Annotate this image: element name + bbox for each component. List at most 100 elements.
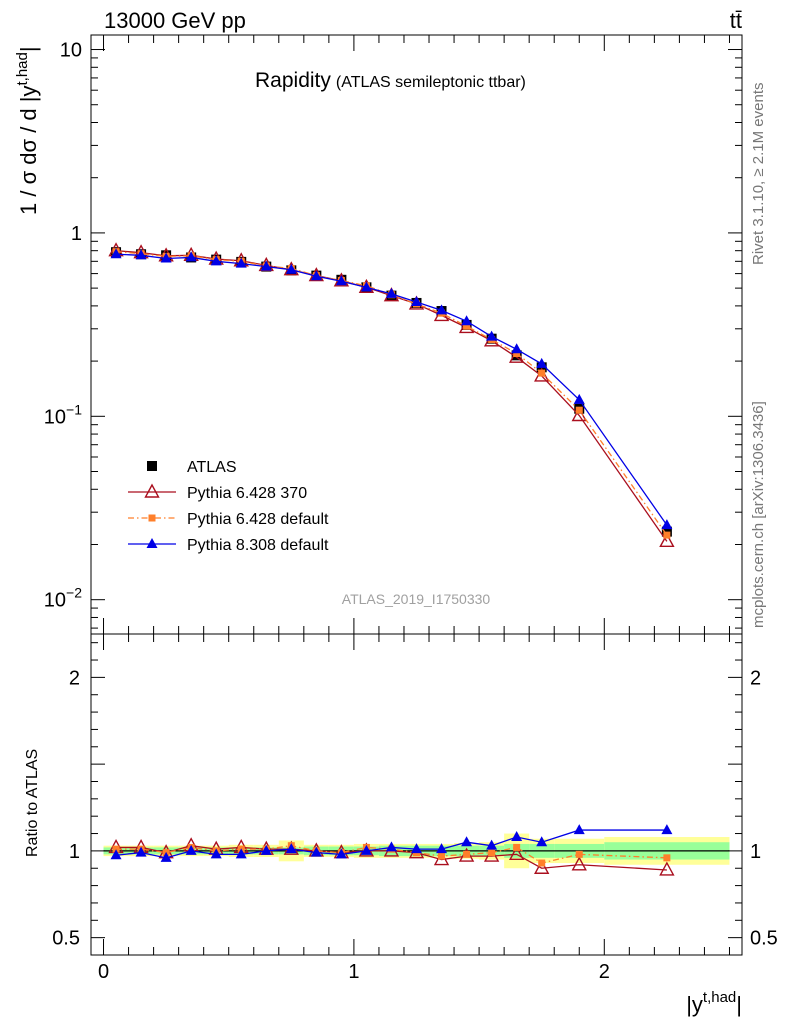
watermark: ATLAS_2019_I1750330 [342, 591, 491, 607]
legend-label: ATLAS [187, 459, 237, 476]
main-point-pythia-6-428-default [463, 322, 471, 330]
main-point-pythia-8-308-default [511, 343, 523, 354]
main-point-pythia-8-308-default [260, 260, 272, 271]
ratio-y-tick-label-right: 0.5 [750, 928, 778, 950]
ratio-point-pythia-8-308-default [536, 836, 548, 847]
main-point-pythia-6-428-default [538, 369, 546, 377]
main-title: Rapidity (ATLAS semileptonic ttbar) [255, 69, 526, 92]
ratio-point-pythia-6-428-370 [508, 845, 525, 861]
main-point-pythia-6-428-default [513, 350, 521, 358]
legend: ATLAS Pythia 6.428 370 Pythia 6.428 defaul… [128, 459, 329, 554]
main-point-pythia-6-428-default [663, 531, 671, 539]
header-process-label: tt̄ [730, 8, 742, 33]
main-y-tick-label-exp: −2 [66, 585, 82, 601]
ratio-point-pythia-6-428-default [112, 845, 120, 853]
main-point-pythia-8-308-default [486, 330, 498, 341]
ratio-point-pythia-8-308-default [411, 843, 422, 854]
ratio-point-pythia-6-428-default [663, 854, 671, 862]
legend-label: Pythia 6.428 default [187, 511, 329, 528]
main-point-pythia-6-428-370 [659, 532, 675, 548]
main-point-pythia-8-308-default [310, 270, 322, 281]
ylabel-main-end: | [16, 46, 41, 52]
main-y-tick-label: 10−2 [44, 585, 82, 612]
main-y-tick-label-base: 1 [71, 223, 82, 245]
main-y-tick-label: 10−1 [44, 401, 82, 428]
ratio-point-pythia-8-308-default [185, 844, 197, 855]
main-point-pythia-8-308-default [160, 252, 172, 263]
x-tick-label: 0 [98, 961, 109, 983]
main-y-tick-label-base: 10 [60, 40, 82, 62]
ratio-line-pythia-8-308-default [115, 829, 667, 859]
title-text: Rapidity [255, 69, 331, 92]
ratio-point-pythia-8-308-default [511, 831, 523, 842]
ratio-panel-frame [90, 633, 743, 956]
main-point-pythia-8-308-default [210, 255, 222, 266]
ratio-point-pythia-8-308-default [235, 848, 247, 859]
main-point-pythia-8-308-default [661, 519, 673, 530]
ratio-point-pythia-8-308-default [661, 824, 673, 835]
ratio-point-pythia-6-428-370 [534, 859, 550, 874]
legend-marker [146, 538, 158, 548]
ratio-point-pythia-6-428-370 [571, 856, 587, 871]
ratio-point-pythia-8-308-default [360, 844, 372, 855]
ratio-y-tick-label: 0.5 [52, 928, 80, 950]
main-point-pythia-8-308-default [235, 257, 247, 268]
legend-marker [148, 514, 156, 522]
main-point-pythia-8-308-default [573, 393, 585, 404]
main-point-pythia-8-308-default [411, 296, 422, 307]
x-axis-label: |yt,had| [686, 989, 742, 1017]
legend-marker [147, 461, 157, 471]
main-point-pythia-8-308-default [360, 281, 372, 292]
ratio-point-pythia-8-308-default [210, 848, 222, 859]
main-point-pythia-8-308-default [110, 248, 122, 259]
ratio-point-pythia-6-428-default [575, 850, 583, 858]
legend-label: Pythia 8.308 default [187, 537, 329, 554]
ratio-point-pythia-8-308-default [461, 836, 473, 847]
header-collision-label: 13000 GeV pp [104, 8, 246, 33]
ratio-point-pythia-6-428-default [463, 850, 471, 858]
xlabel-end: | [736, 992, 742, 1017]
main-y-tick-label-exp: −1 [66, 401, 82, 417]
ylabel-main-part: 1 / σ dσ / d |y [16, 86, 41, 215]
main-point-pythia-8-308-default [536, 357, 548, 368]
ratio-point-pythia-6-428-default [488, 849, 496, 857]
main-point-pythia-6-428-default [575, 406, 583, 414]
main-y-tick-label-base: 10 [44, 406, 66, 428]
ratio-y-axis-label: Ratio to ATLAS [24, 749, 41, 857]
main-y-axis-label: 1 / σ dσ / d |yt,had| [14, 46, 41, 215]
rivet-version-label: Rivet 3.1.10, ≥ 2.1M events [750, 83, 767, 266]
ratio-point-pythia-8-308-default [573, 824, 585, 835]
ratio-point-pythia-8-308-default [135, 846, 147, 857]
main-point-pythia-8-308-default [461, 315, 473, 326]
ratio-point-pythia-8-308-default [285, 843, 297, 854]
main-point-pythia-8-308-default [285, 263, 297, 274]
ratio-y-tick-label: 1 [69, 841, 80, 863]
main-y-tick-label-base: 10 [44, 590, 66, 612]
ratio-point-pythia-8-308-default [385, 841, 397, 852]
ratio-y-tick-label-right: 1 [750, 841, 761, 863]
main-point-pythia-8-308-default [335, 275, 347, 286]
main-y-tick-label: 1 [71, 223, 82, 245]
main-point-pythia-8-308-default [436, 304, 448, 315]
x-tick-label: 1 [348, 961, 359, 983]
mcplots-label: mcplots.cern.ch [arXiv:1306.3436] [750, 401, 767, 628]
ratio-point-pythia-8-308-default [260, 844, 272, 855]
main-line-pythia-8-308-default [116, 253, 668, 526]
xlabel-part: |y [686, 992, 703, 1017]
ratio-y-tick-label-right: 2 [750, 667, 761, 689]
main-point-pythia-8-308-default [135, 249, 147, 260]
x-tick-label: 2 [599, 961, 610, 983]
ylabel-main-sup: t,had [14, 52, 31, 85]
main-point-pythia-8-308-default [185, 251, 197, 262]
ratio-point-pythia-8-308-default [486, 839, 498, 850]
main-y-tick-label: 10 [60, 40, 82, 62]
ratio-point-pythia-8-308-default [310, 846, 322, 857]
ratio-point-pythia-8-308-default [110, 849, 122, 860]
ratio-point-pythia-6-428-default [438, 852, 446, 860]
ratio-point-pythia-6-428-370 [659, 861, 675, 876]
ratio-point-pythia-8-308-default [160, 851, 172, 862]
ratio-y-tick-label: 2 [69, 667, 80, 689]
